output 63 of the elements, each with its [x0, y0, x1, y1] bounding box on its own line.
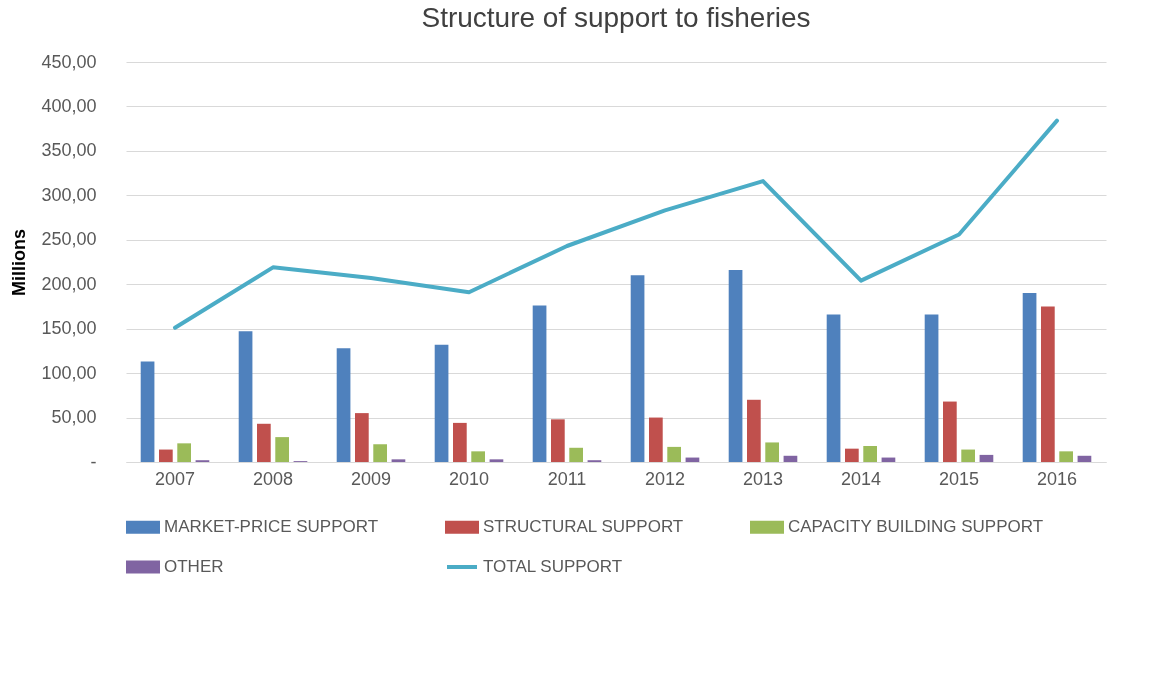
bar	[728, 270, 743, 462]
legend-label: TOTAL SUPPORT	[483, 557, 623, 576]
bar	[489, 459, 504, 462]
bar	[667, 446, 682, 462]
y-axis-title: Millions	[9, 229, 30, 296]
bar	[434, 344, 449, 462]
y-tick-label: 150,00	[41, 318, 97, 339]
y-tick-label: -	[90, 451, 97, 472]
bar	[275, 437, 290, 462]
y-tick-label: 350,00	[41, 140, 97, 161]
x-tick-label: 2015	[938, 468, 980, 489]
chart-title: Structure of support to fisheries	[421, 2, 811, 33]
bar	[471, 451, 486, 462]
x-tick-label: 2013	[742, 468, 784, 489]
x-tick-label: 2012	[644, 468, 686, 489]
bar	[924, 314, 939, 462]
bar	[391, 459, 406, 462]
bar	[783, 455, 798, 462]
y-tick-label: 250,00	[41, 229, 97, 250]
bar	[1077, 455, 1092, 462]
legend-label: CAPACITY BUILDING SUPPORT	[788, 517, 1044, 537]
bar	[158, 449, 173, 462]
legend-label: STRUCTURAL SUPPORT	[483, 517, 684, 537]
bar	[256, 423, 271, 462]
bar	[630, 275, 645, 462]
x-tick-label: 2009	[350, 468, 392, 489]
y-tick-label: 200,00	[41, 273, 97, 294]
bar	[336, 348, 351, 462]
bar	[863, 446, 878, 462]
y-tick-label: 100,00	[41, 362, 97, 383]
y-tick-label: 400,00	[41, 95, 97, 116]
bar	[452, 422, 467, 462]
x-tick-label: 2007	[154, 468, 196, 489]
legend-label: MARKET-PRICE SUPPORT	[164, 517, 379, 537]
bar	[648, 417, 663, 462]
bar	[961, 449, 976, 462]
x-tick-label: 2008	[252, 468, 294, 489]
x-tick-label: 2010	[448, 468, 490, 489]
bar	[979, 454, 994, 462]
bar	[746, 399, 761, 462]
x-tick-label: 2011	[547, 468, 587, 489]
y-tick-label: 300,00	[41, 184, 97, 205]
bar	[373, 444, 388, 462]
bar	[1059, 451, 1074, 462]
legend-label: OTHER	[164, 557, 224, 576]
bar	[765, 442, 780, 462]
bar	[569, 447, 584, 462]
bar	[177, 443, 192, 462]
x-tick-label: 2014	[840, 468, 882, 489]
bar	[1022, 293, 1037, 462]
bar	[140, 361, 155, 462]
bar	[1040, 306, 1055, 462]
bar	[354, 413, 369, 462]
bar	[550, 419, 565, 462]
y-tick-label: 50,00	[51, 407, 97, 428]
y-tick-label: 450,00	[41, 51, 97, 72]
bar	[238, 331, 253, 462]
line-series	[173, 118, 1059, 330]
bar	[532, 305, 547, 462]
bar	[826, 314, 841, 462]
x-tick-label: 2016	[1036, 468, 1078, 489]
bar	[942, 401, 957, 462]
bar	[844, 448, 859, 462]
